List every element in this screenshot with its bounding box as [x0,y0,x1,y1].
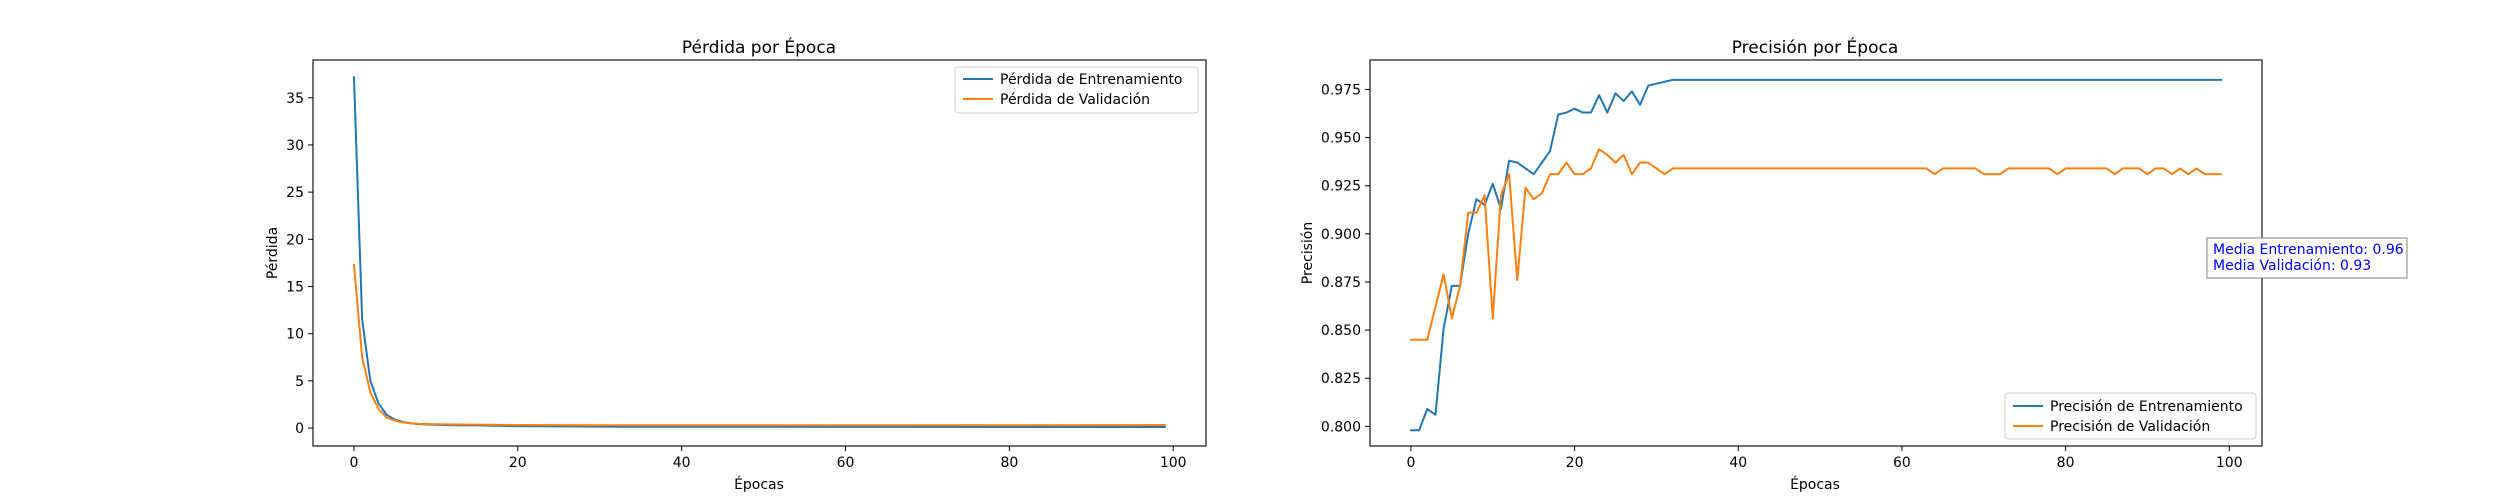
loss-chart-y-tick-label: 10 [286,327,304,343]
loss-chart-y-tick-label: 25 [286,185,304,201]
accuracy-chart-x-axis-label: Épocas [1790,476,1840,493]
accuracy-chart-y-tick-label: 0.975 [1321,82,1361,98]
accuracy-chart-y-ticks: 0.800 0.825 0.850 0.875 0.900 0.925 0.950 0.975 [1321,82,1370,435]
accuracy-chart-x-tick-label: 80 [2057,455,2075,471]
loss-chart-title: Pérdida por Época [682,36,836,58]
loss-chart-x-ticks: 0 20 40 60 80 100 [350,446,1187,471]
accuracy-chart-legend-box [2004,392,2257,440]
accuracy-chart-legend-label-train: Precisión de Entrenamiento [2050,399,2243,415]
loss-chart-y-tick-label: 20 [286,232,304,248]
loss-chart-x-tick-label: 80 [1000,455,1018,471]
loss-chart-x-axis-label: Épocas [734,476,784,493]
accuracy-chart-series [1409,78,2223,432]
loss-chart-x-tick-label: 100 [1160,455,1187,471]
loss-chart-x-tick-label: 0 [350,455,359,471]
accuracy-chart-y-axis-label: Precisión [1300,222,1316,284]
accuracy-chart: Precisión por Época 0 20 40 60 80 100 0.8000.… [1300,36,2408,493]
loss-chart-legend: Pérdida de Entrenamiento Pérdida de Vali… [954,66,1199,114]
loss-chart-axes-frame [312,59,1207,447]
loss-chart-series [352,75,1167,428]
accuracy-chart-y-tick-label: 0.875 [1321,275,1361,291]
accuracy-chart-legend: Precisión de Entrenamiento Precisión de … [2004,392,2257,440]
accuracy-chart-title: Precisión por Época [1732,36,1899,58]
loss-chart-y-ticks: 0 5 10 15 20 25 30 35 [286,91,313,437]
accuracy-chart-series-line-train [1409,78,2223,432]
accuracy-chart-x-tick-label: 0 [1406,455,1415,471]
accuracy-chart-y-tick-label: 0.825 [1321,371,1361,387]
loss-chart: Pérdida por Época 0 20 40 60 80 100 0 5 10 15 20 2… [265,36,1207,493]
loss-chart-legend-label-val: Pérdida de Validación [1000,92,1150,108]
loss-chart-y-tick-label: 0 [295,421,304,437]
loss-chart-y-tick-label: 35 [286,91,304,107]
accuracy-chart-x-tick-label: 60 [1893,455,1911,471]
accuracy-chart-x-tick-label: 100 [2216,455,2243,471]
accuracy-annotation-train-mean: Media Entrenamiento: 0.96 [2213,242,2404,258]
loss-chart-legend-label-train: Pérdida de Entrenamiento [1000,72,1183,88]
loss-chart-y-tick-label: 30 [286,138,304,154]
loss-chart-y-tick-label: 15 [286,280,304,296]
accuracy-chart-legend-label-val: Precisión de Validación [2050,419,2210,435]
accuracy-chart-x-tick-label: 40 [1729,455,1747,471]
accuracy-chart-y-tick-label: 0.800 [1321,419,1361,435]
accuracy-annotation-box [2206,237,2408,279]
accuracy-chart-annotation: Media Entrenamiento: 0.96 Media Validaci… [2206,237,2408,279]
accuracy-chart-x-ticks: 0 20 40 60 80 100 [1406,446,2243,471]
accuracy-annotation-val-mean: Media Validación: 0.93 [2213,258,2371,274]
accuracy-chart-x-tick-label: 20 [1566,455,1584,471]
loss-chart-legend-box [954,66,1199,114]
loss-chart-y-axis-label: Pérdida [265,227,281,279]
loss-chart-x-tick-label: 40 [673,455,691,471]
accuracy-chart-y-tick-label: 0.850 [1321,323,1361,339]
loss-chart-x-tick-label: 60 [837,455,855,471]
accuracy-chart-series-line-val [1409,148,2223,341]
accuracy-chart-y-tick-label: 0.950 [1321,131,1361,147]
accuracy-chart-y-tick-label: 0.900 [1321,227,1361,243]
accuracy-chart-y-tick-label: 0.925 [1321,179,1361,195]
loss-chart-y-tick-label: 5 [295,374,304,390]
loss-chart-series-line-val [352,263,1167,427]
loss-chart-x-tick-label: 20 [509,455,527,471]
